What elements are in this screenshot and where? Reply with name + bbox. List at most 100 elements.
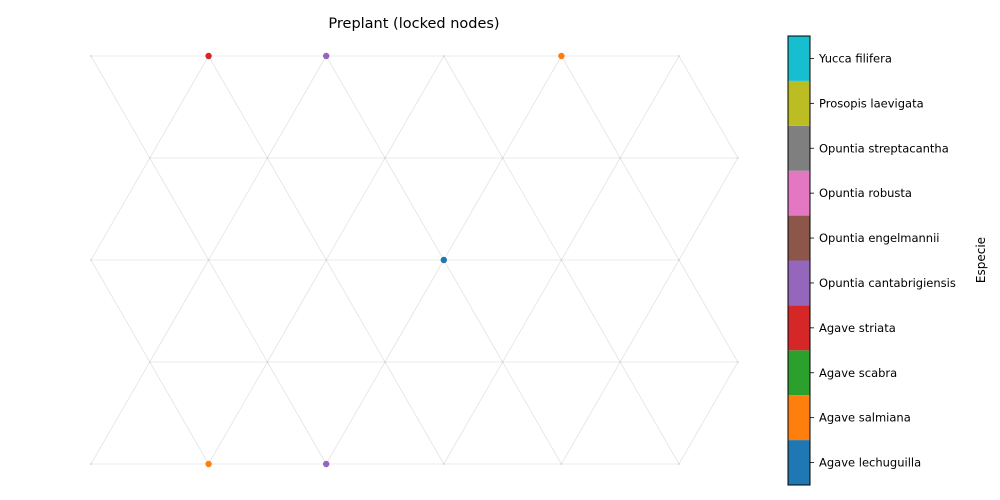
lattice-edge bbox=[443, 55, 503, 159]
colorbar-tick-label: Opuntia engelmannii bbox=[819, 231, 940, 245]
lattice-edge bbox=[619, 259, 680, 363]
lattice-node bbox=[325, 259, 328, 261]
colorbar-tick-label: Opuntia streptacantha bbox=[819, 141, 949, 155]
lattice-node bbox=[678, 55, 680, 57]
lattice-edge bbox=[149, 259, 209, 363]
colorbar-segment bbox=[788, 305, 810, 351]
lattice-edge bbox=[325, 259, 386, 363]
colorbar-tick-label: Agave lechuguilla bbox=[819, 456, 921, 470]
lattice-node bbox=[678, 463, 680, 465]
lattice-node bbox=[266, 361, 269, 363]
colorbar-segment bbox=[788, 260, 810, 306]
lattice-edge bbox=[384, 157, 445, 261]
lattice-edge bbox=[267, 55, 327, 159]
lattice-edge bbox=[384, 361, 445, 465]
colorbar-segment bbox=[788, 440, 810, 485]
locked-node-point bbox=[440, 256, 447, 264]
lattice-node bbox=[501, 157, 504, 159]
lattice-edge bbox=[619, 55, 680, 159]
lattice-edge bbox=[678, 361, 739, 465]
lattice-edge bbox=[267, 361, 327, 465]
lattice-edges bbox=[90, 55, 739, 465]
lattice-node bbox=[148, 361, 151, 363]
colorbar-tick-label: Opuntia robusta bbox=[819, 186, 912, 200]
chart-title: Preplant (locked nodes) bbox=[328, 16, 499, 32]
lattice-edge bbox=[561, 361, 621, 465]
lattice-edge bbox=[325, 55, 386, 159]
lattice-edge bbox=[561, 157, 621, 261]
colorbar-frame bbox=[787, 35, 811, 486]
lattice-edge bbox=[90, 259, 151, 363]
colorbar: Agave lechuguilla Agave salmiana Agave sca… bbox=[787, 35, 956, 486]
lattice-edge bbox=[502, 361, 562, 465]
lattice-node bbox=[90, 463, 92, 465]
lattice-edge bbox=[90, 55, 151, 159]
colorbar-segment bbox=[788, 350, 810, 396]
lattice-edge bbox=[208, 361, 268, 465]
colorbar-tick-label: Yucca filifera bbox=[818, 51, 892, 65]
lattice-edge bbox=[325, 157, 386, 261]
locked-node-point bbox=[323, 52, 330, 60]
lattice-edge bbox=[502, 259, 562, 363]
lattice-edge bbox=[443, 361, 503, 465]
lattice-node bbox=[90, 55, 92, 57]
colorbar-tick-label: Prosopis laevigata bbox=[819, 96, 924, 110]
locked-node-points bbox=[205, 52, 565, 468]
colorbar-segment bbox=[788, 395, 810, 441]
locked-node-point bbox=[205, 460, 212, 468]
lattice-edge bbox=[619, 361, 680, 465]
lattice-node bbox=[619, 157, 622, 159]
lattice-edge bbox=[90, 157, 151, 261]
colorbar-tick-label: Agave scabra bbox=[819, 366, 897, 380]
lattice-node bbox=[619, 361, 622, 363]
lattice-node bbox=[560, 259, 563, 261]
lattice-edge bbox=[678, 259, 739, 363]
colorbar-segment bbox=[788, 125, 810, 171]
lattice-node bbox=[736, 157, 739, 159]
lattice-edge bbox=[443, 259, 503, 363]
lattice-edge bbox=[678, 157, 739, 261]
colorbar-tick-label: Agave salmiana bbox=[819, 411, 911, 425]
lattice-edge bbox=[90, 361, 151, 465]
lattice-node bbox=[266, 157, 269, 159]
lattice-node bbox=[148, 157, 151, 159]
lattice-node bbox=[442, 55, 445, 57]
colorbar-segment bbox=[788, 36, 810, 81]
lattice-edge bbox=[561, 55, 621, 159]
lattice-edge bbox=[678, 55, 739, 159]
locked-node-point bbox=[205, 52, 212, 60]
lattice-edge bbox=[443, 157, 503, 261]
lattice-edge bbox=[208, 157, 268, 261]
lattice-node bbox=[501, 361, 504, 363]
lattice-node bbox=[678, 259, 680, 261]
lattice-edge bbox=[267, 259, 327, 363]
lattice-node bbox=[384, 361, 386, 363]
lattice-edge bbox=[619, 157, 680, 261]
colorbar-segment bbox=[788, 80, 810, 126]
lattice-edge bbox=[384, 259, 445, 363]
lattice-node bbox=[736, 361, 739, 363]
lattice-node bbox=[207, 259, 210, 261]
lattice-node bbox=[90, 259, 92, 261]
lattice-edge bbox=[149, 361, 209, 465]
lattice-edge bbox=[267, 157, 327, 261]
colorbar-label: Especie bbox=[974, 237, 988, 283]
lattice-edge bbox=[208, 55, 268, 159]
locked-node-point bbox=[558, 52, 565, 60]
colorbar-tick-label: Opuntia cantabrigiensis bbox=[819, 276, 956, 290]
locked-node-point bbox=[323, 460, 330, 468]
lattice-edge bbox=[384, 55, 445, 159]
lattice-edge bbox=[208, 259, 268, 363]
colorbar-tick-label: Agave striata bbox=[819, 321, 896, 335]
lattice-edge bbox=[502, 55, 562, 159]
colorbar-segment bbox=[788, 170, 810, 216]
lattice-node bbox=[560, 463, 563, 465]
lattice-edge bbox=[149, 55, 209, 159]
lattice-edge bbox=[561, 259, 621, 363]
lattice-edge bbox=[325, 361, 386, 465]
lattice-node bbox=[384, 157, 386, 159]
colorbar-segment bbox=[788, 215, 810, 261]
lattice-node bbox=[442, 463, 445, 465]
lattice-edge bbox=[149, 157, 209, 261]
